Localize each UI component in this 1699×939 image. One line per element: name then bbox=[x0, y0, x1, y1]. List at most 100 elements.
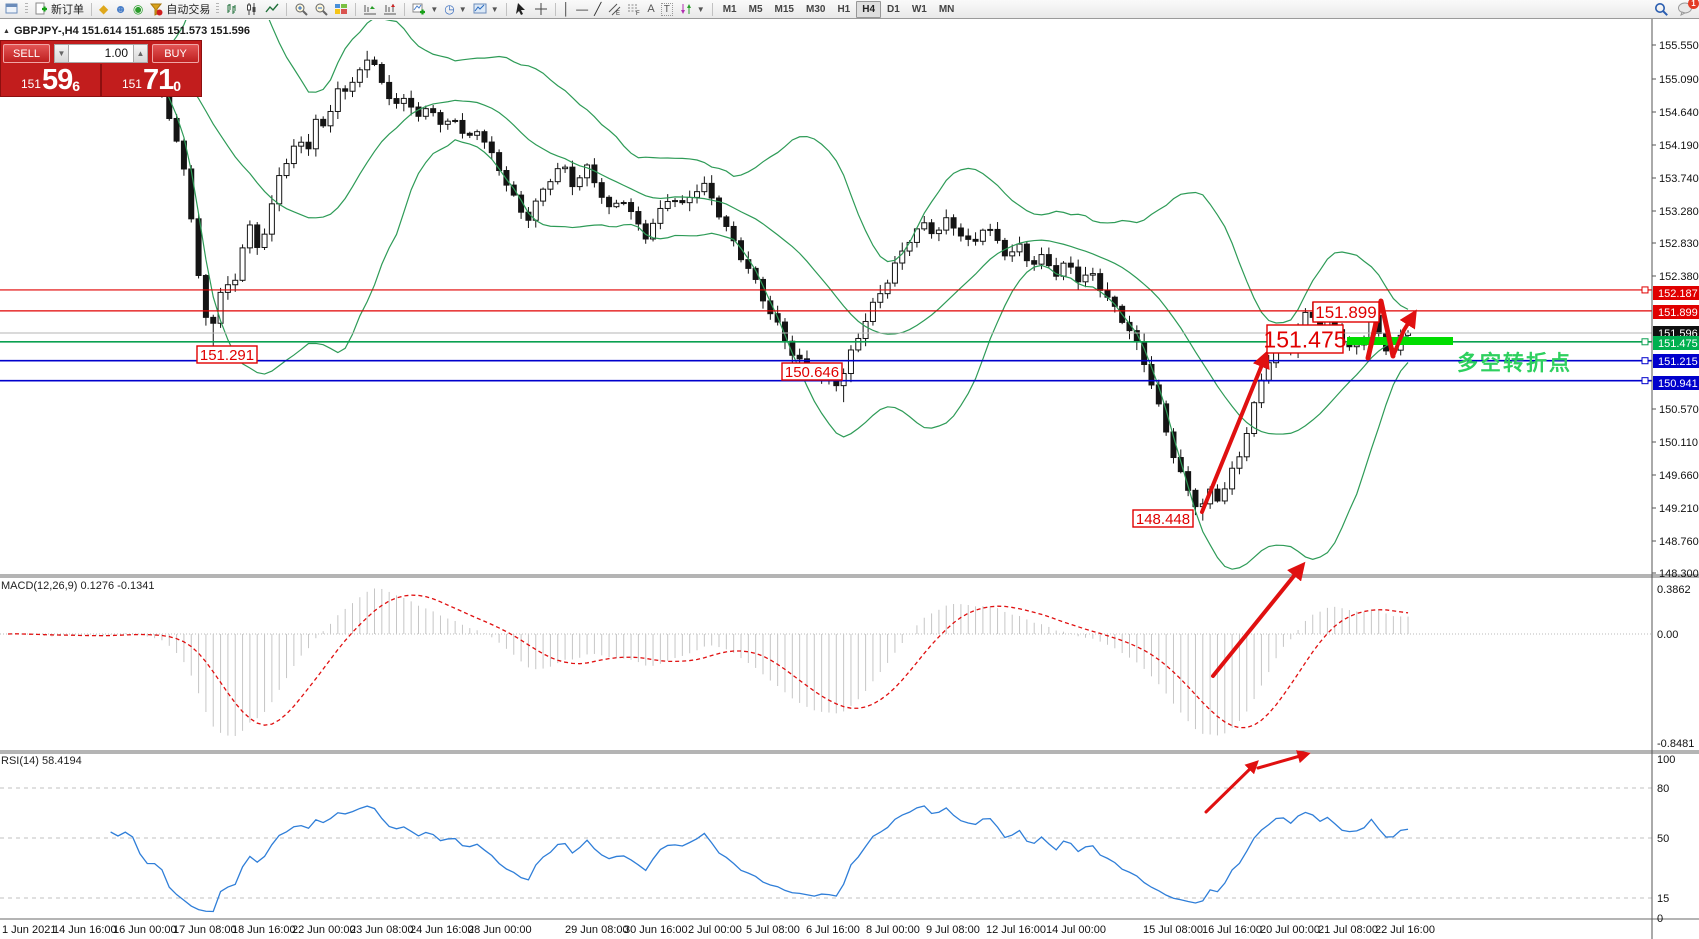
one-click-trading-panel: SELL ▼ 1.00 ▲ BUY 151 59 6 151 71 0 bbox=[0, 40, 202, 97]
timeframe-h1[interactable]: H1 bbox=[837, 3, 851, 15]
svg-text:148.300: 148.300 bbox=[1659, 568, 1699, 580]
zoom-in-button[interactable] bbox=[291, 1, 311, 18]
notification-badge: 1 bbox=[1688, 0, 1699, 9]
candlestick-chart-icon bbox=[247, 3, 256, 15]
notifications-button[interactable]: 1 bbox=[1677, 0, 1699, 16]
chart-quote-line: ▲ GBPJPY-,H4 151.614 151.685 151.573 151… bbox=[3, 25, 250, 37]
auto-scroll-icon bbox=[364, 5, 377, 15]
svg-text:16 Jul 16:00: 16 Jul 16:00 bbox=[1202, 924, 1262, 936]
trendline-tool[interactable]: ╱ bbox=[591, 1, 604, 18]
templates-button[interactable]: ▼ bbox=[470, 1, 502, 18]
price-tag-152.187: 152.187 bbox=[1658, 288, 1698, 300]
sell-button[interactable]: SELL bbox=[3, 44, 50, 63]
price-tag-151.899: 151.899 bbox=[1658, 307, 1698, 319]
svg-text:20 Jul 00:00: 20 Jul 00:00 bbox=[1260, 924, 1320, 936]
svg-text:154.190: 154.190 bbox=[1659, 140, 1699, 152]
cursor-button[interactable] bbox=[511, 1, 531, 18]
timeframe-mn[interactable]: MN bbox=[938, 3, 955, 15]
horizontal-line-icon: — bbox=[576, 2, 589, 16]
toolbar-separator bbox=[91, 2, 92, 16]
timeframe-h4[interactable]: H4 bbox=[856, 0, 882, 18]
channel-tool[interactable]: E bbox=[604, 1, 624, 18]
bollinger-lower bbox=[22, 69, 1409, 570]
price-tag-151.475: 151.475 bbox=[1658, 338, 1698, 350]
price-callout-151.475: 151.475 bbox=[1263, 326, 1346, 352]
arrows-tool[interactable]: ▼ bbox=[676, 1, 708, 18]
bid-ask-prices: 151 59 6 151 71 0 bbox=[1, 64, 201, 96]
rsi-arrow-2 bbox=[1256, 750, 1311, 770]
candlestick-series bbox=[5, 50, 1412, 521]
rsi-line bbox=[110, 805, 1409, 913]
toolb​ar-separator bbox=[554, 2, 556, 16]
svg-text:2 Jul 00:00: 2 Jul 00:00 bbox=[688, 924, 742, 936]
bollinger-middle bbox=[22, 64, 1409, 435]
macd-arrow bbox=[1211, 561, 1306, 678]
rally-arrow bbox=[1200, 349, 1270, 514]
sell-price[interactable]: 151 59 6 bbox=[1, 64, 100, 96]
auto-trading-icon bbox=[150, 3, 163, 16]
indicators-button[interactable]: ▼ bbox=[409, 1, 441, 18]
volume-decrease-button[interactable]: ▼ bbox=[54, 44, 69, 63]
svg-text:23 Jun 08:00: 23 Jun 08:00 bbox=[350, 924, 414, 936]
crosshair-button[interactable] bbox=[531, 1, 551, 18]
vertical-line-icon: │ bbox=[562, 2, 571, 16]
tile-windows-button[interactable] bbox=[331, 1, 351, 18]
svg-text:28 Jun 00:00: 28 Jun 00:00 bbox=[468, 924, 532, 936]
toolbar-separator bbox=[711, 2, 713, 16]
volume-stepper[interactable]: ▼ 1.00 ▲ bbox=[54, 44, 148, 63]
collapse-arrow-icon[interactable]: ▲ bbox=[3, 27, 10, 35]
text-label-tool[interactable]: T bbox=[658, 1, 676, 18]
new-order-button[interactable]: 新订单 bbox=[31, 1, 87, 18]
svg-text:0.00: 0.00 bbox=[1657, 629, 1678, 641]
template-icon bbox=[473, 3, 487, 14]
bar-chart-button[interactable] bbox=[222, 1, 242, 18]
signals-button[interactable]: ◉ bbox=[130, 1, 146, 18]
toolbar-separator bbox=[404, 2, 406, 16]
timeframe-group: M1 M5 M15 M30 H1 H4 D1 W1 MN bbox=[717, 0, 961, 18]
window-icon bbox=[5, 3, 18, 14]
timeframe-w1[interactable]: W1 bbox=[911, 3, 927, 15]
timeframe-m5[interactable]: M5 bbox=[748, 3, 763, 15]
buy-price[interactable]: 151 71 0 bbox=[102, 64, 201, 96]
svg-text:12 Jul 16:00: 12 Jul 16:00 bbox=[986, 924, 1046, 936]
vertical-line-tool[interactable]: │ bbox=[560, 1, 574, 18]
volume-input[interactable]: 1.00 bbox=[69, 44, 133, 63]
timeframe-m30[interactable]: M30 bbox=[805, 3, 826, 15]
price-scale: 155.550 155.090 154.640 154.190 153.740 153.2… bbox=[1652, 40, 1699, 925]
search-icon[interactable] bbox=[1654, 2, 1669, 17]
horizontal-line-tool[interactable]: — bbox=[573, 1, 591, 18]
svg-text:153.280: 153.280 bbox=[1659, 206, 1699, 218]
buy-button[interactable]: BUY bbox=[152, 44, 199, 63]
svg-text:0: 0 bbox=[1657, 913, 1663, 925]
timeframe-m1[interactable]: M1 bbox=[722, 3, 737, 15]
price-divider bbox=[100, 64, 102, 96]
svg-text:22 Jul 16:00: 22 Jul 16:00 bbox=[1375, 924, 1435, 936]
zoom-out-icon bbox=[315, 3, 329, 16]
text-tool[interactable]: A bbox=[644, 1, 657, 18]
line-chart-button[interactable] bbox=[262, 1, 282, 18]
svg-text:F: F bbox=[636, 11, 640, 16]
timeframe-d1[interactable]: D1 bbox=[887, 3, 900, 15]
tile-windows-icon bbox=[335, 4, 348, 14]
auto-scroll-button[interactable] bbox=[360, 1, 380, 18]
terminal-button[interactable]: ☻ bbox=[111, 1, 130, 18]
chart-shift-button[interactable] bbox=[380, 1, 400, 18]
svg-text:50: 50 bbox=[1657, 833, 1669, 845]
new-window-button[interactable] bbox=[2, 1, 22, 18]
volume-increase-button[interactable]: ▲ bbox=[133, 44, 148, 63]
sell-price-prefix: 151 bbox=[20, 77, 41, 91]
auto-trading-label: 自动交易 bbox=[166, 4, 211, 16]
zoom-out-button[interactable] bbox=[311, 1, 331, 18]
svg-text:14 Jun 16:00: 14 Jun 16:00 bbox=[53, 924, 117, 936]
svg-text:1 Jun 2021: 1 Jun 2021 bbox=[2, 924, 56, 936]
periods-button[interactable]: ◷ ▼ bbox=[441, 1, 469, 18]
svg-text:152.380: 152.380 bbox=[1659, 271, 1699, 283]
market-watch-button[interactable]: ◆ bbox=[96, 1, 111, 18]
timeframe-m15[interactable]: M15 bbox=[774, 3, 794, 15]
candle-chart-button[interactable] bbox=[242, 1, 262, 18]
auto-trading-button[interactable]: 自动交易 bbox=[146, 1, 213, 18]
svg-text:17 Jun 08:00: 17 Jun 08:00 bbox=[173, 924, 237, 936]
fibonacci-tool[interactable]: F bbox=[624, 1, 644, 18]
